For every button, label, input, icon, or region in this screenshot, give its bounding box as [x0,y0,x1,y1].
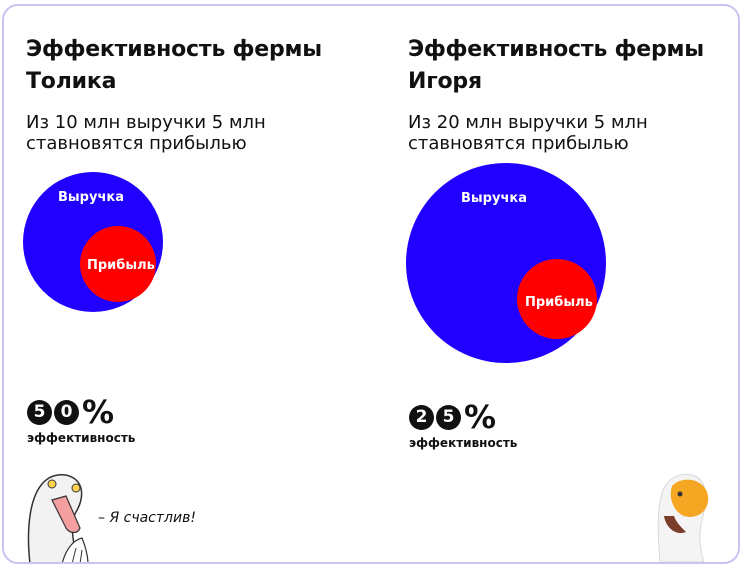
efficiency-digit: 5 [27,399,52,425]
efficiency-card: Эффективность фермы Толика Из 10 млн выр… [2,4,740,564]
farm-tolik-title: Эффективность фермы Толика [26,37,322,94]
revenue-label: Выручка [461,191,527,206]
farm-igor-title: Эффективность фермы Игоря [408,37,704,94]
farm-igor-diagram: Выручка Прибыль [406,163,606,363]
efficiency-digit: 5 [436,404,461,430]
efficiency-label: эффективность [409,436,518,450]
revenue-label: Выручка [58,190,124,205]
profit-label: Прибыль [87,258,155,273]
farm-tolik-efficiency: 5 0 % эффективность [27,396,135,445]
farm-igor-subtitle: Из 20 млн выручки 5 млн ставновятся приб… [408,112,648,154]
profit-circle [80,226,156,302]
goose-quote: – Я счастлив! [98,510,196,526]
happy-goose-icon [27,474,89,562]
percent-sign: % [464,398,497,436]
goose-icon [657,473,709,562]
efficiency-label: эффективность [27,431,136,445]
profit-label: Прибыль [525,295,593,310]
farm-igor-efficiency: 2 5 % эффективность [409,401,517,450]
efficiency-digit: 0 [54,399,79,425]
farm-tolik-subtitle: Из 10 млн выручки 5 млн ставновятся приб… [26,112,266,154]
percent-sign: % [82,393,115,431]
efficiency-digit: 2 [409,404,434,430]
profit-circle [517,259,597,339]
farm-tolik-diagram: Выручка Прибыль [23,172,163,312]
